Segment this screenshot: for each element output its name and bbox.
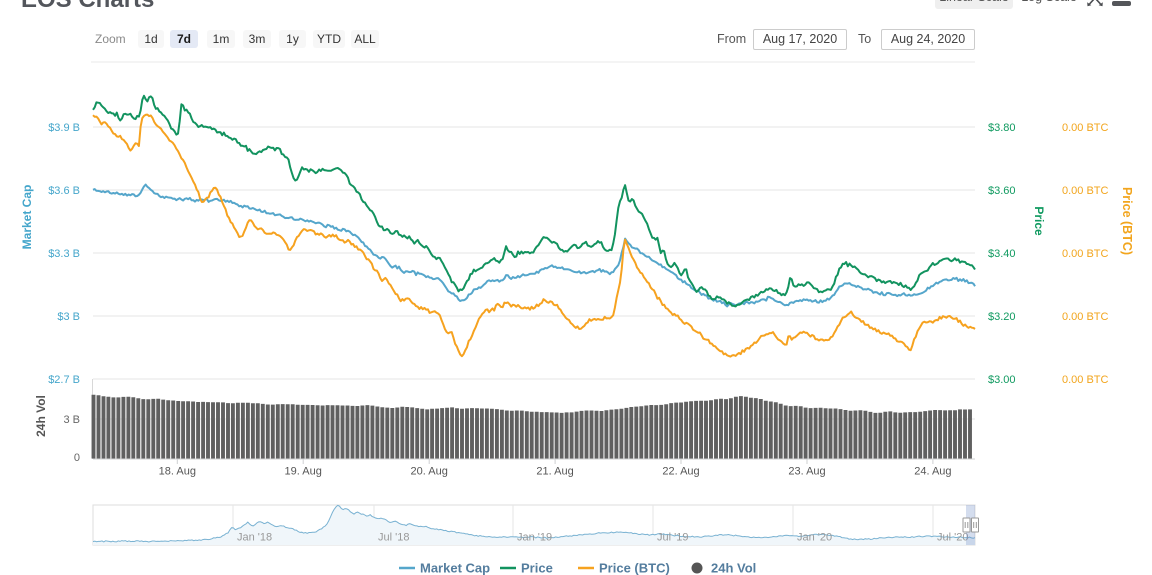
svg-text:Jan '20: Jan '20 — [797, 532, 832, 544]
svg-text:21. Aug: 21. Aug — [536, 466, 573, 478]
svg-text:Price (BTC): Price (BTC) — [599, 561, 670, 575]
svg-text:22. Aug: 22. Aug — [662, 466, 699, 478]
svg-text:Jan '18: Jan '18 — [237, 532, 272, 544]
svg-text:$3.20: $3.20 — [988, 311, 1016, 323]
svg-text:0.00 BTC: 0.00 BTC — [1062, 311, 1109, 323]
svg-text:0.00 BTC: 0.00 BTC — [1062, 374, 1109, 386]
svg-text:Price: Price — [1032, 206, 1046, 236]
svg-text:24h Vol: 24h Vol — [711, 561, 756, 575]
svg-text:Market Cap: Market Cap — [420, 561, 490, 575]
svg-text:$2.7 B: $2.7 B — [48, 374, 80, 386]
svg-text:Price (BTC): Price (BTC) — [1120, 187, 1134, 255]
svg-text:$3 B: $3 B — [57, 311, 80, 323]
svg-text:Jul '18: Jul '18 — [378, 532, 409, 544]
svg-text:$3.6 B: $3.6 B — [48, 185, 80, 197]
svg-text:$3.00: $3.00 — [988, 374, 1016, 386]
svg-text:3 B: 3 B — [63, 414, 80, 426]
svg-text:$3.9 B: $3.9 B — [48, 122, 80, 134]
svg-text:0.00 BTC: 0.00 BTC — [1062, 248, 1109, 260]
svg-text:0.00 BTC: 0.00 BTC — [1062, 185, 1109, 197]
svg-text:23. Aug: 23. Aug — [788, 466, 825, 478]
svg-text:24h Vol: 24h Vol — [34, 395, 48, 437]
svg-text:$3.3 B: $3.3 B — [48, 248, 80, 260]
svg-text:0: 0 — [74, 452, 80, 464]
svg-text:0.00 BTC: 0.00 BTC — [1062, 122, 1109, 134]
svg-text:24. Aug: 24. Aug — [914, 466, 951, 478]
svg-text:Price: Price — [521, 561, 553, 575]
svg-text:Jan '19: Jan '19 — [517, 532, 552, 544]
svg-text:$3.40: $3.40 — [988, 248, 1016, 260]
svg-text:Jul '19: Jul '19 — [657, 532, 688, 544]
svg-text:$3.60: $3.60 — [988, 185, 1016, 197]
svg-text:18. Aug: 18. Aug — [159, 466, 196, 478]
svg-text:19. Aug: 19. Aug — [285, 466, 322, 478]
svg-text:Jul '20: Jul '20 — [937, 532, 968, 544]
svg-text:$3.80: $3.80 — [988, 122, 1016, 134]
svg-text:Market Cap: Market Cap — [20, 185, 34, 250]
svg-text:20. Aug: 20. Aug — [411, 466, 448, 478]
